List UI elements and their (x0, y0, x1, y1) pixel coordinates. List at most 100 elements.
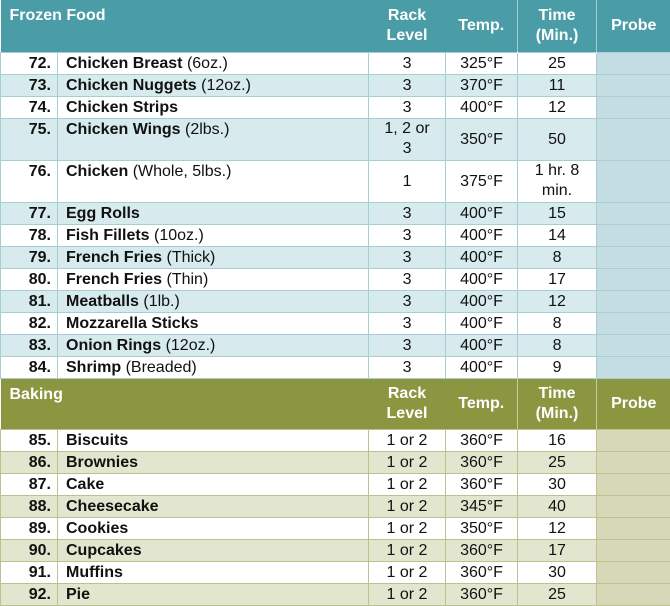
temperature: 325°F (445, 51, 519, 75)
probe-header: Probe (596, 378, 670, 430)
temperature: 360°F (445, 583, 518, 606)
rack-level: 3 (368, 245, 447, 269)
temperature: 400°F (445, 333, 519, 357)
rack-level: 1 (368, 159, 447, 203)
item-name-bold: Chicken Breast (66, 54, 183, 72)
table-row: 84. Shrimp (Breaded) 3 400°F 9 (0, 355, 670, 379)
probe-cell (596, 267, 670, 291)
temperature: 400°F (445, 311, 519, 335)
temperature: 400°F (445, 95, 519, 119)
item-note: (Whole, 5lbs.) (132, 162, 232, 180)
temperature: 360°F (445, 473, 518, 496)
temp-header: Temp. (445, 378, 518, 430)
table-row: 81. Meatballs (1lb.) 3 400°F 12 (0, 289, 670, 313)
time: 8 (517, 333, 598, 357)
item-number: 74. (0, 95, 58, 119)
item-number: 83. (0, 333, 58, 357)
rack-level: 1 or 2 (368, 517, 446, 540)
table-row: 75. Chicken Wings (2lbs.) 1, 2 or 3 350°… (0, 117, 670, 161)
item-number: 79. (0, 245, 58, 269)
item-name: Onion Rings (12oz.) (56, 333, 370, 357)
temperature: 375°F (445, 159, 519, 203)
item-name: Biscuits (57, 429, 369, 452)
item-note: (Thin) (166, 270, 209, 288)
temperature: 345°F (445, 495, 518, 518)
probe-cell (596, 289, 670, 313)
frozen-table: Frozen Food Rack Level Temp. Time (Min.)… (0, 0, 670, 379)
item-name: French Fries (Thick) (56, 245, 370, 269)
item-number: 81. (0, 289, 58, 313)
item-name-bold: Chicken Strips (66, 98, 179, 116)
item-note: (12oz.) (201, 76, 251, 94)
temperature: 400°F (445, 267, 519, 291)
rack-level: 3 (368, 201, 447, 225)
probe-header: Probe (596, 0, 670, 52)
item-number: 75. (0, 117, 58, 161)
table-row: 80. French Fries (Thin) 3 400°F 17 (0, 267, 670, 291)
table-row: 83. Onion Rings (12oz.) 3 400°F 8 (0, 333, 670, 357)
table-row: 87. Cake 1 or 2 360°F 30 (0, 473, 670, 496)
probe-cell (596, 117, 670, 161)
item-note: (1lb.) (143, 292, 180, 310)
time: 17 (517, 539, 597, 562)
rack-level: 3 (368, 267, 447, 291)
item-number: 78. (0, 223, 58, 247)
probe-cell (596, 73, 670, 97)
item-name: Fish Fillets (10oz.) (56, 223, 370, 247)
item-name-bold: French Fries (66, 248, 163, 266)
item-name: Brownies (57, 451, 369, 474)
temperature: 360°F (445, 429, 518, 452)
item-name: Cheesecake (57, 495, 369, 518)
item-name-bold: Muffins (66, 564, 123, 581)
item-name: Chicken (Whole, 5lbs.) (56, 159, 370, 203)
temperature: 350°F (445, 117, 519, 161)
probe-cell (596, 333, 670, 357)
item-name-bold: Shrimp (66, 358, 122, 376)
item-note: (6oz.) (186, 54, 228, 72)
item-name-bold: Chicken (66, 162, 129, 180)
rack-level: 3 (368, 223, 447, 247)
rack-level: 3 (368, 289, 447, 313)
time: 12 (517, 517, 597, 540)
rack-level: 1 or 2 (368, 539, 446, 562)
item-number: 72. (0, 51, 58, 75)
time: 8 (517, 311, 598, 335)
item-name: French Fries (Thin) (56, 267, 370, 291)
probe-cell (596, 95, 670, 119)
probe-cell (596, 539, 670, 562)
probe-cell (596, 51, 670, 75)
table-row: 82. Mozzarella Sticks 3 400°F 8 (0, 311, 670, 335)
time: 30 (517, 561, 597, 584)
item-note: (10oz.) (154, 226, 204, 244)
temperature: 400°F (445, 201, 519, 225)
item-name-bold: Pie (66, 586, 91, 603)
item-name: Muffins (57, 561, 369, 584)
rack-level: 1 or 2 (368, 495, 446, 518)
time: 8 (517, 245, 598, 269)
item-name: Chicken Wings (2lbs.) (56, 117, 370, 161)
item-name-bold: Cake (66, 476, 105, 493)
temperature: 400°F (445, 223, 519, 247)
probe-cell (596, 355, 670, 379)
item-name: Egg Rolls (56, 201, 370, 225)
rack-level: 1, 2 or 3 (368, 117, 447, 161)
time: 25 (517, 51, 598, 75)
probe-cell (596, 561, 670, 584)
item-number: 82. (0, 311, 58, 335)
rack-level: 3 (368, 51, 447, 75)
time: 16 (517, 429, 597, 452)
item-name-bold: Meatballs (66, 292, 139, 310)
time: 14 (517, 223, 598, 247)
probe-cell (596, 201, 670, 225)
temp-header: Temp. (445, 0, 519, 52)
item-name-bold: Brownies (66, 454, 139, 471)
table-row: 74. Chicken Strips 3 400°F 12 (0, 95, 670, 119)
time: 11 (517, 73, 598, 97)
temperature: 360°F (445, 539, 518, 562)
item-name: Cookies (57, 517, 369, 540)
temperature: 370°F (445, 73, 519, 97)
probe-cell (596, 429, 670, 452)
probe-cell (596, 451, 670, 474)
item-name-bold: Chicken Wings (66, 120, 181, 138)
item-number: 77. (0, 201, 58, 225)
